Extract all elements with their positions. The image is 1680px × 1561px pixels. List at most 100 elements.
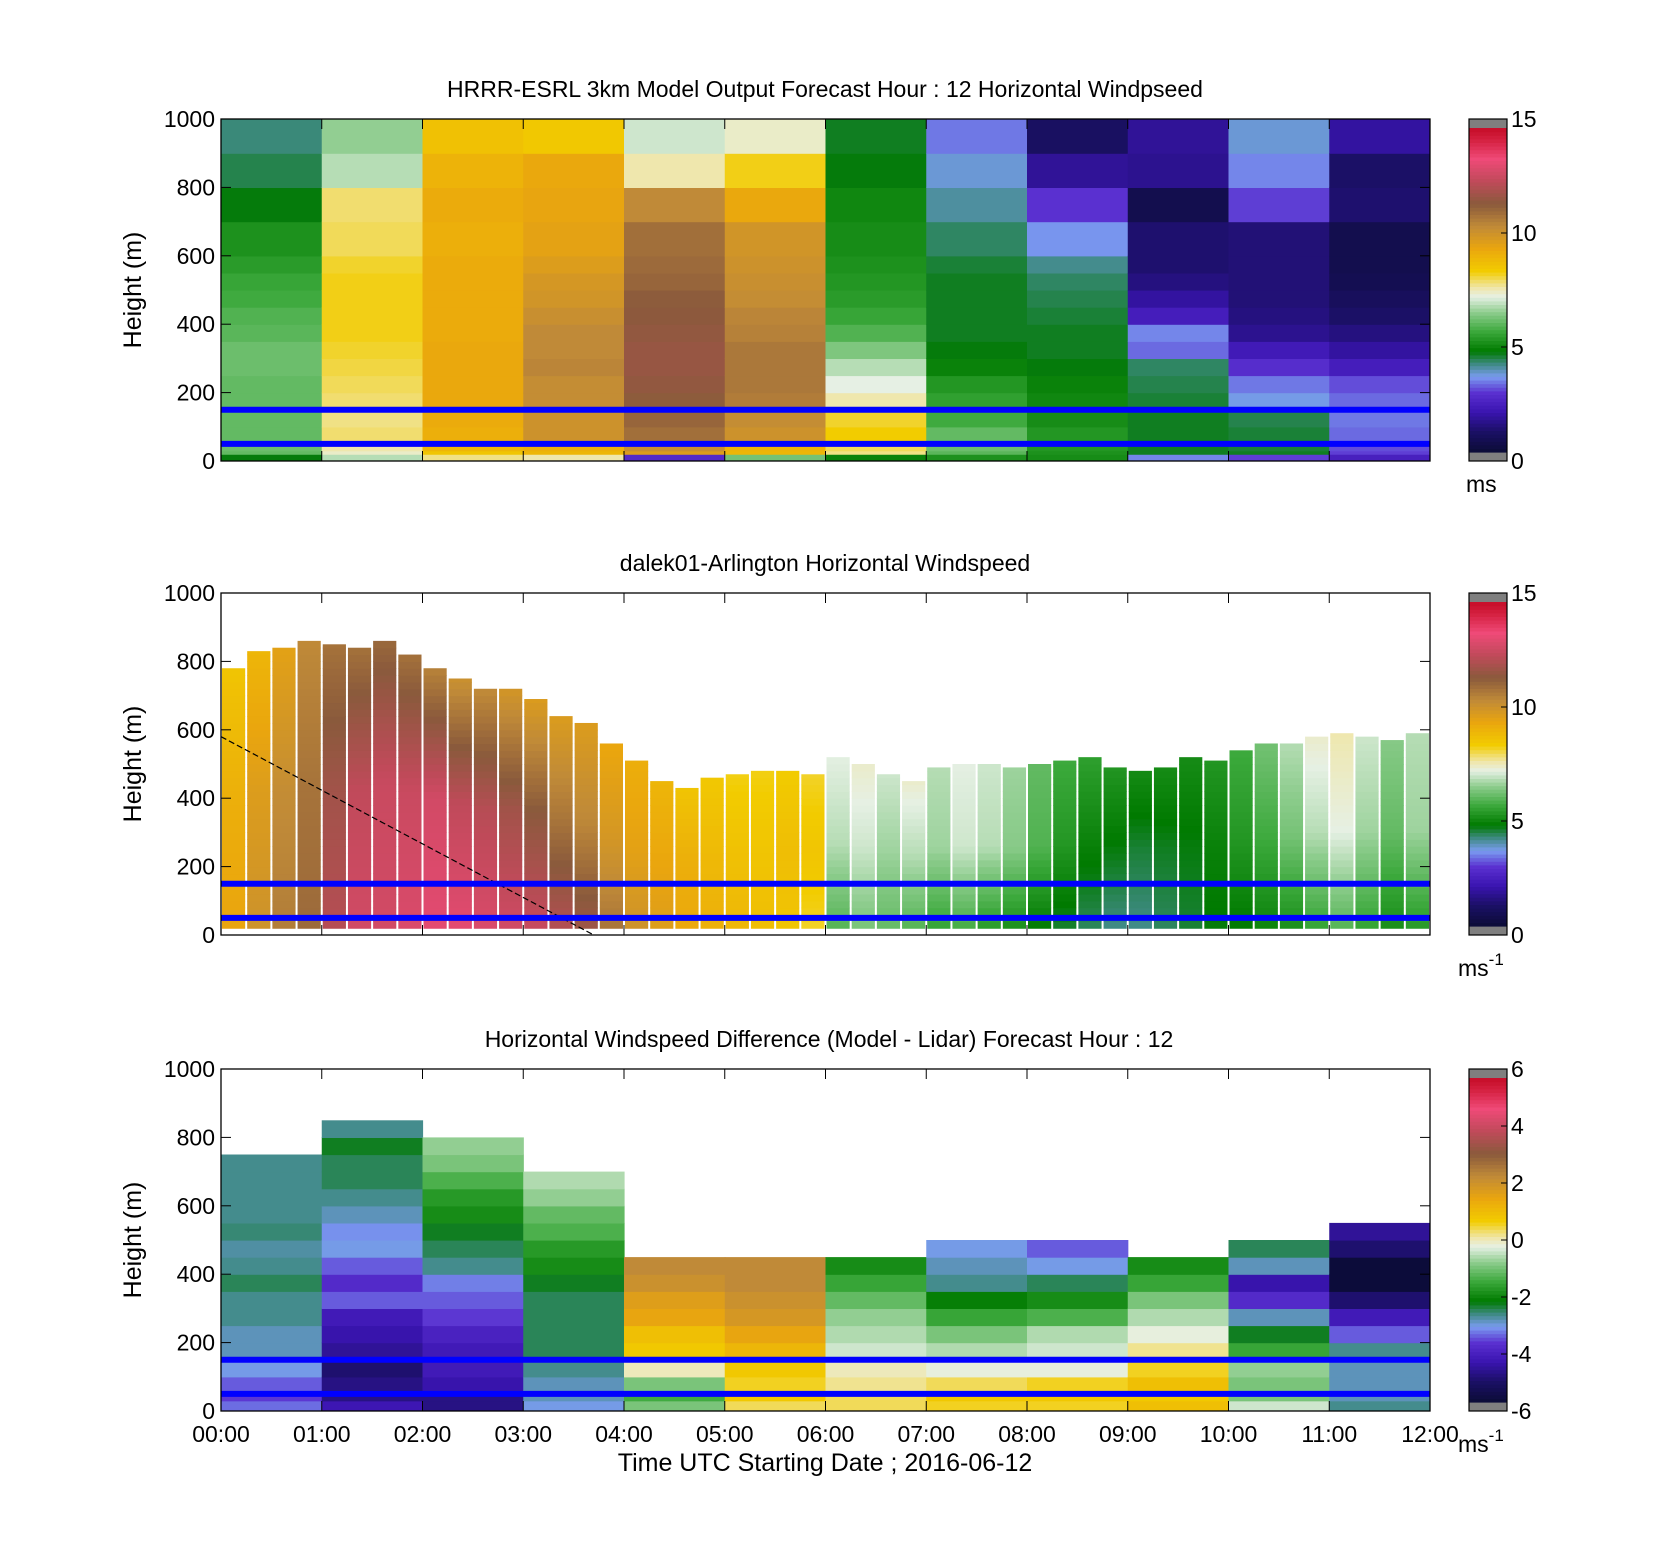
heatmap-cell	[297, 921, 321, 929]
heatmap-cell	[322, 798, 346, 806]
heatmap-cell	[1279, 791, 1304, 799]
heatmap-cell	[247, 832, 271, 840]
heatmap-cell	[801, 900, 825, 909]
heatmap-cell	[1254, 777, 1278, 786]
heatmap-cell	[825, 1400, 927, 1411]
heatmap-cell	[1329, 119, 1430, 154]
colorbar-segment	[1469, 764, 1507, 769]
heatmap-cell	[373, 668, 397, 676]
heatmap-cell	[499, 866, 523, 875]
heatmap-cell	[876, 798, 901, 806]
heatmap-cell	[1380, 866, 1404, 875]
heatmap-cell	[297, 709, 321, 717]
heatmap-cell	[499, 688, 523, 697]
heatmap-cell	[1128, 900, 1152, 909]
heatmap-cell	[1228, 272, 1330, 291]
heatmap-cell	[1329, 187, 1430, 223]
colorbar-segment	[1469, 196, 1507, 201]
heatmap-cell	[1329, 1222, 1430, 1241]
heatmap-cell	[272, 675, 296, 683]
heatmap-cell	[297, 750, 321, 758]
heatmap-cell	[825, 290, 927, 308]
heatmap-cell	[574, 900, 598, 909]
heatmap-cell	[776, 770, 800, 779]
heatmap-cell	[373, 784, 397, 792]
heatmap-cell	[952, 811, 976, 820]
heatmap-cell	[1330, 798, 1354, 806]
heatmap-cell	[776, 921, 800, 929]
heatmap-cell	[1380, 784, 1404, 792]
heatmap-cell	[927, 805, 951, 813]
heatmap-cell	[321, 307, 424, 325]
heatmap-cell	[272, 750, 296, 758]
heatmap-cell	[373, 818, 397, 827]
y-tick-label: 200	[177, 1330, 215, 1356]
colorbar-segment	[1469, 405, 1507, 410]
heatmap-cell	[524, 832, 548, 840]
heatmap-cell	[1330, 770, 1354, 779]
heatmap-cell	[926, 454, 1028, 461]
heatmap-cell	[876, 859, 901, 868]
heatmap-cell	[826, 907, 850, 916]
heatmap-cell	[297, 764, 321, 772]
heatmap-cell	[423, 893, 447, 902]
heatmap-cell	[776, 811, 800, 820]
heatmap-cell	[825, 187, 927, 223]
heatmap-cell	[825, 375, 927, 394]
colorbar-segment	[1469, 846, 1507, 851]
colorbar-segment	[1469, 1373, 1507, 1378]
heatmap-cell	[851, 777, 875, 786]
heatmap-cell	[1179, 852, 1203, 861]
heatmap-cell	[549, 791, 573, 799]
heatmap-cell	[750, 791, 775, 799]
heatmap-cell	[750, 907, 775, 916]
heatmap-cell	[448, 791, 472, 799]
heatmap-cell	[1330, 893, 1354, 902]
heatmap-cell	[398, 675, 422, 683]
heatmap-cell	[297, 818, 321, 827]
heatmap-cell	[1355, 832, 1379, 840]
heatmap-cell	[599, 921, 623, 929]
heatmap-cell	[448, 832, 472, 840]
heatmap-cell	[347, 716, 372, 724]
heatmap-cell	[1405, 832, 1429, 840]
heatmap-cell	[499, 811, 523, 820]
heatmap-cell	[347, 709, 372, 717]
heatmap-cell	[272, 907, 296, 916]
heatmap-cell	[322, 661, 346, 669]
heatmap-cell	[1179, 846, 1203, 854]
heatmap-cell	[1127, 1291, 1230, 1309]
heatmap-cell	[926, 153, 1028, 188]
heatmap-cell	[624, 290, 726, 308]
heatmap-cell	[927, 784, 951, 792]
colorbar-cap-high	[1469, 119, 1507, 128]
heatmap-cell	[876, 852, 901, 861]
heatmap-cell	[724, 1257, 827, 1275]
heatmap-cell	[523, 409, 625, 428]
heatmap-cell	[524, 846, 548, 854]
heatmap-cell	[1405, 770, 1429, 779]
heatmap-cell	[750, 777, 775, 786]
heatmap-cell	[272, 743, 296, 751]
heatmap-cell	[422, 1325, 524, 1344]
heatmap-cell	[801, 774, 825, 779]
colorbar-segment	[1469, 648, 1507, 653]
heatmap-cell	[952, 770, 976, 779]
colorbar-segment	[1469, 814, 1507, 819]
heatmap-cell	[221, 1257, 323, 1275]
heatmap-cell	[549, 921, 573, 929]
heatmap-cell	[1254, 873, 1278, 881]
heatmap-cell	[473, 750, 498, 758]
heatmap-cell	[1254, 798, 1278, 806]
heatmap-cell	[1002, 900, 1026, 909]
heatmap-cell	[724, 290, 827, 308]
heatmap-cell	[272, 661, 296, 669]
heatmap-cell	[422, 221, 524, 257]
heatmap-cell	[1028, 852, 1052, 861]
heatmap-cell	[422, 426, 524, 442]
heatmap-cell	[1204, 893, 1228, 902]
heatmap-cell	[700, 832, 724, 840]
heatmap-cell	[373, 846, 397, 854]
heatmap-cell	[1053, 859, 1077, 868]
heatmap-cell	[1153, 887, 1178, 895]
